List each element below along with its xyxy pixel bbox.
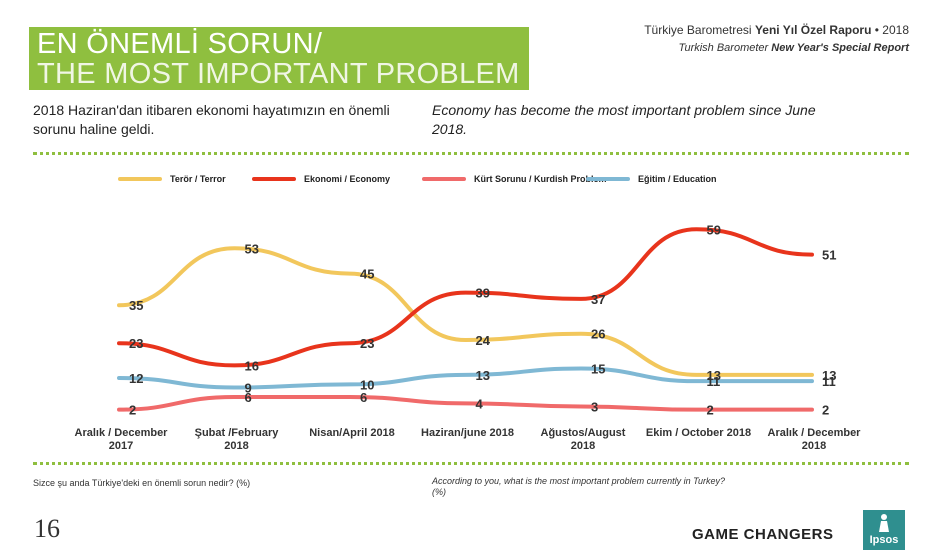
data-label-kurdish-1: 6 <box>245 390 252 405</box>
legend-label-terror: Terör / Terror <box>170 174 226 184</box>
data-label-terror-5: 13 <box>707 368 721 383</box>
x-tick-label-3-0: Haziran/june 2018 <box>421 427 514 439</box>
divider-bottom <box>33 462 909 465</box>
data-label-kurdish-2: 6 <box>360 390 367 405</box>
series-line-economy <box>117 227 814 368</box>
title-turkish: EN ÖNEMLİ SORUN/ <box>37 28 323 60</box>
x-tick-label-4-1: 2018 <box>571 440 595 452</box>
series-line-education <box>117 366 814 390</box>
data-label-terror-2: 45 <box>360 267 374 282</box>
data-label-education-6: 11 <box>822 374 836 389</box>
question-turkish: Sizce şu anda Türkiye'deki en önemli sor… <box>33 478 251 488</box>
report-en-bold: New Year's Special Report <box>771 42 909 54</box>
x-tick-label-0-0: Aralık / December <box>75 427 169 439</box>
ipsos-figure-icon <box>879 514 889 532</box>
data-label-terror-3: 24 <box>476 333 491 348</box>
x-tick-label-4-0: Ağustos/August <box>541 427 626 439</box>
data-label-education-1: 9 <box>245 381 252 396</box>
series-line-terror <box>117 246 814 377</box>
data-label-education-5: 11 <box>707 374 721 389</box>
data-label-kurdish-5: 2 <box>707 403 714 418</box>
data-label-kurdish-0: 2 <box>129 403 136 418</box>
x-tick-label-1-0: Şubat /February <box>195 427 280 439</box>
data-label-kurdish-4: 3 <box>591 400 598 415</box>
data-label-economy-1: 16 <box>245 358 259 373</box>
report-name-turkish: Türkiye Barometresi Yeni Yıl Özel Raporu… <box>644 23 909 37</box>
legend-label-education: Eğitim / Education <box>638 174 717 184</box>
x-tick-label-6-0: Aralık / December <box>768 427 862 439</box>
data-label-kurdish-6: 2 <box>822 403 829 418</box>
divider-top <box>33 152 909 155</box>
ipsos-logo: Ipsos <box>863 510 905 550</box>
x-tick-label-1-1: 2018 <box>224 440 248 452</box>
x-tick-label-0-1: 2017 <box>109 440 133 452</box>
page-number: 16 <box>34 514 60 543</box>
series-line-kurdish <box>117 395 814 412</box>
report-name-english: Turkish Barometer New Year's Special Rep… <box>679 42 909 54</box>
legend-label-economy: Ekonomi / Economy <box>304 174 390 184</box>
data-label-terror-0: 35 <box>129 298 143 313</box>
x-tick-label-2-0: Nisan/April 2018 <box>309 427 395 439</box>
data-label-economy-2: 23 <box>360 336 374 351</box>
data-label-education-0: 12 <box>129 371 143 386</box>
logo-text: Ipsos <box>869 534 899 546</box>
data-label-terror-6: 13 <box>822 368 836 383</box>
report-tr-prefix: Türkiye Barometresi <box>644 23 752 37</box>
data-label-education-3: 13 <box>476 368 490 383</box>
data-label-terror-1: 53 <box>245 241 259 256</box>
x-tick-label-6-1: 2018 <box>802 440 826 452</box>
data-label-terror-4: 26 <box>591 327 605 342</box>
data-label-education-4: 15 <box>591 362 605 377</box>
data-label-kurdish-3: 4 <box>476 396 484 411</box>
summary-english: Economy has become the most important pr… <box>432 102 816 137</box>
data-label-economy-6: 51 <box>822 248 836 263</box>
tagline: GAME CHANGERS <box>692 526 834 543</box>
data-label-education-2: 10 <box>360 377 374 392</box>
data-label-economy-5: 59 <box>707 222 721 237</box>
question-english: According to you, what is the most impor… <box>432 476 725 497</box>
data-label-economy-4: 37 <box>591 292 605 307</box>
report-tr-bold: Yeni Yıl Özel Raporu <box>754 23 872 37</box>
data-label-economy-0: 23 <box>129 336 143 351</box>
summary-turkish: 2018 Haziran'dan itibaren ekonomi hayatı… <box>33 102 390 137</box>
x-tick-label-5-0: Ekim / October 2018 <box>646 427 751 439</box>
report-en-prefix: Turkish Barometer <box>678 42 769 54</box>
data-label-economy-3: 39 <box>476 286 490 301</box>
title-banner: EN ÖNEMLİ SORUN/ THE MOST IMPORTANT PROB… <box>29 27 529 90</box>
report-tr-suffix: • 2018 <box>874 23 909 37</box>
legend-label-kurdish: Kürt Sorunu / Kurdish Problem <box>474 174 607 184</box>
title-english: THE MOST IMPORTANT PROBLEM <box>37 58 520 90</box>
